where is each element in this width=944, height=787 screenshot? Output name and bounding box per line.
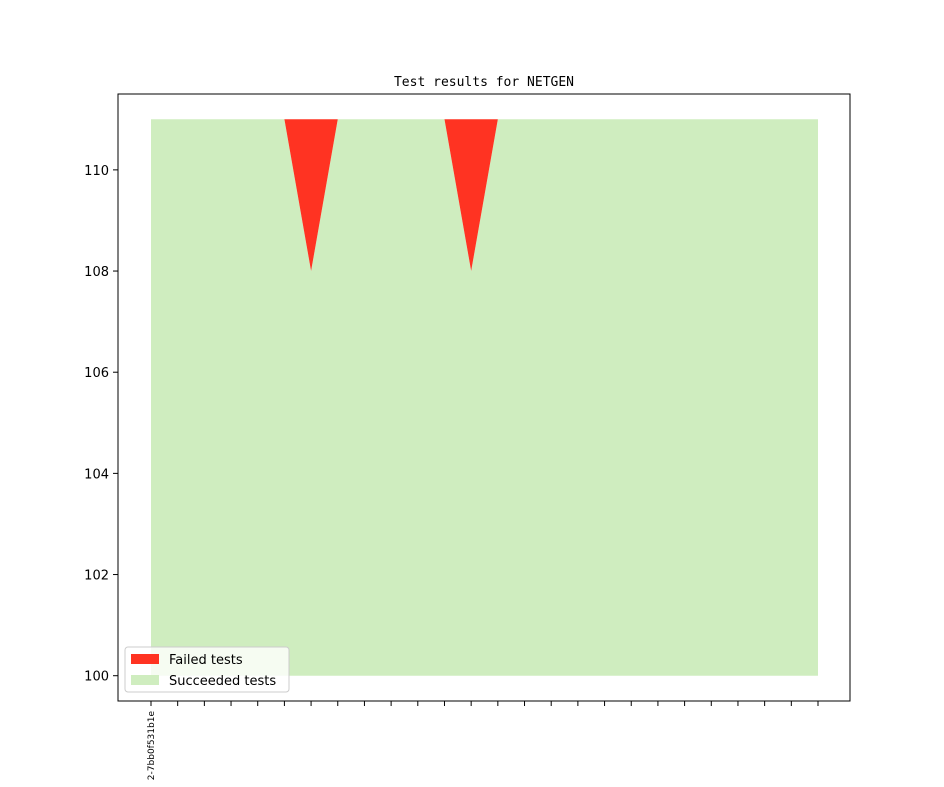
y-tick-label: 100 bbox=[84, 670, 109, 685]
y-tick-label: 106 bbox=[84, 366, 109, 381]
series-succeeded-area bbox=[151, 119, 818, 676]
x-axis: 2-7bb0f531b1e bbox=[147, 701, 819, 781]
y-axis: 100 102 104 106 108 110 bbox=[84, 164, 118, 685]
chart-title: Test results for NETGEN bbox=[394, 75, 574, 90]
x-tick-label: 2-7bb0f531b1e bbox=[147, 711, 157, 781]
legend: Failed tests Succeeded tests bbox=[124, 646, 290, 693]
legend-label: Succeeded tests bbox=[169, 674, 276, 689]
legend-box bbox=[124, 646, 290, 693]
legend-swatch bbox=[131, 675, 159, 685]
y-tick-label: 108 bbox=[84, 265, 109, 280]
y-tick-label: 110 bbox=[84, 164, 109, 179]
axes-frame bbox=[117, 93, 851, 702]
series-failed-area bbox=[151, 119, 818, 272]
plot-area bbox=[151, 119, 818, 676]
legend-swatch bbox=[131, 654, 159, 664]
y-tick-label: 104 bbox=[84, 467, 109, 482]
y-tick-label: 102 bbox=[84, 569, 109, 584]
legend-label: Failed tests bbox=[169, 653, 243, 668]
